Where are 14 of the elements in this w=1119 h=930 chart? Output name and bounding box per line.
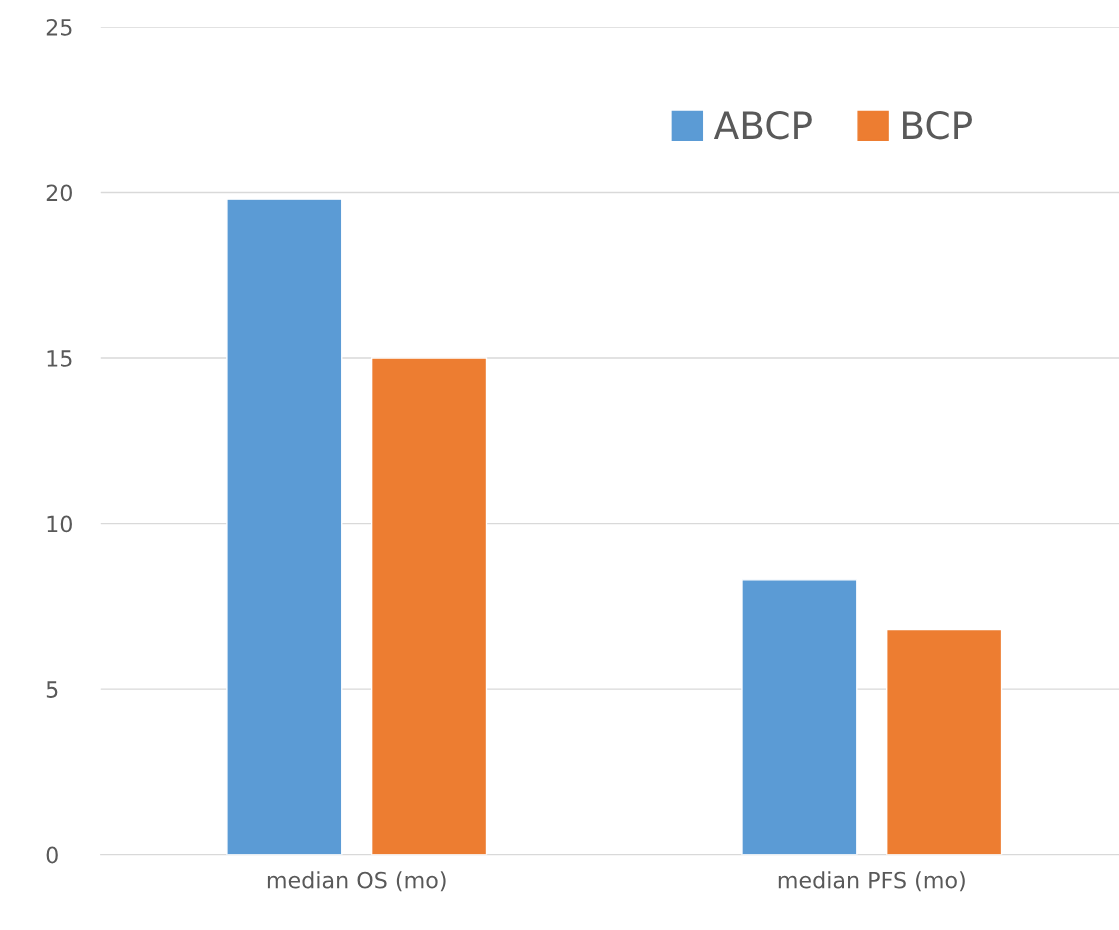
y-tick-label: 25 [46, 18, 72, 36]
bar [886, 628, 1003, 855]
bar [741, 579, 858, 855]
bar [226, 198, 343, 855]
x-tick-label: median OS (mo) [267, 871, 446, 892]
y-tick-label: 10 [47, 515, 72, 533]
legend-label: BCP [903, 111, 972, 140]
y-tick-label: 0 [46, 846, 58, 864]
legend-label: ABCP [713, 111, 812, 140]
y-tick-label: 15 [47, 350, 72, 367]
y-tick-label: 20 [46, 184, 72, 202]
y-tick-label: 5 [46, 681, 58, 698]
bar [370, 357, 488, 855]
x-tick-label: median PFS (mo) [778, 871, 965, 892]
